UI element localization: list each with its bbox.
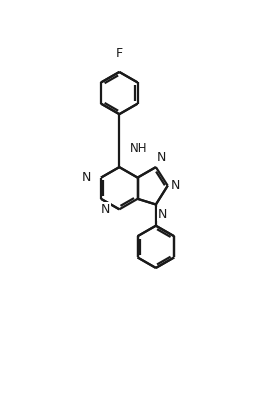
Text: F: F	[116, 47, 123, 60]
Text: N: N	[101, 203, 110, 216]
Text: N: N	[157, 151, 167, 164]
Text: N: N	[171, 179, 180, 192]
Text: N: N	[82, 171, 92, 184]
Text: NH: NH	[130, 142, 147, 155]
Text: N: N	[158, 208, 167, 221]
